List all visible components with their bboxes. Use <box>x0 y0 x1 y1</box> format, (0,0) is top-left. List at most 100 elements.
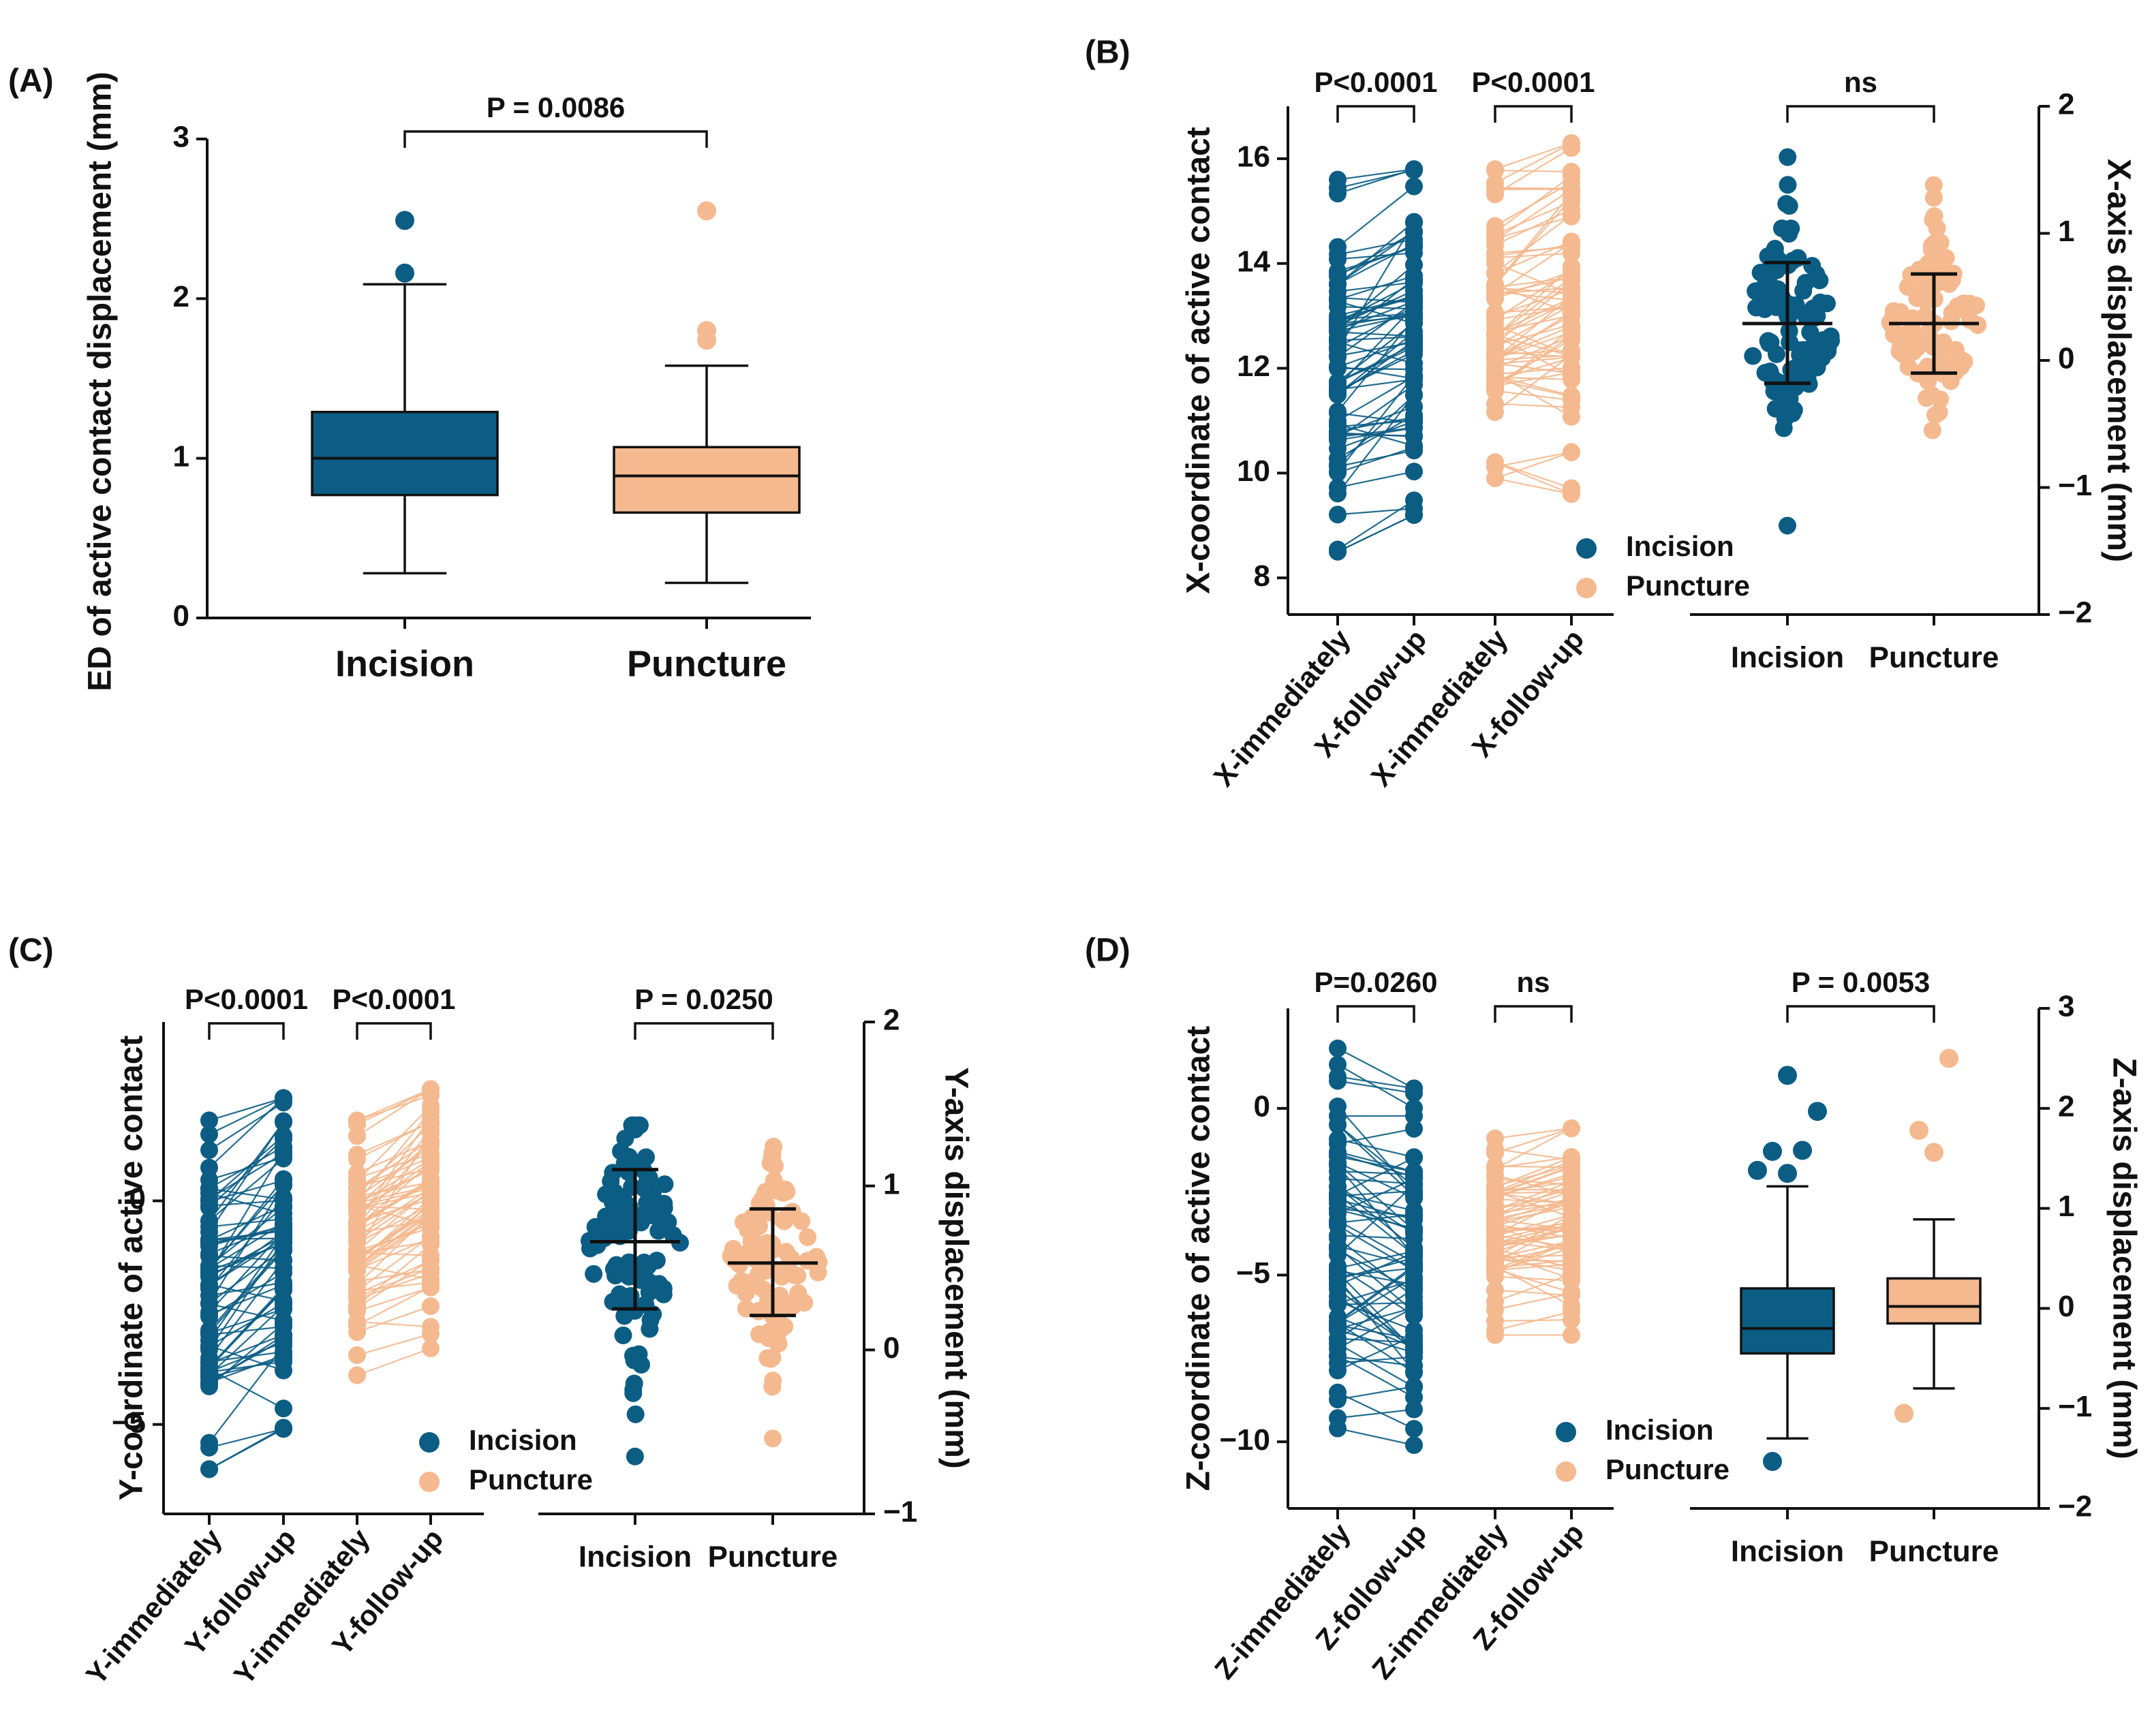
paired-line-incision <box>1337 446 1415 474</box>
dot-after-incision <box>1405 341 1423 360</box>
dot-displacement-incision <box>1755 300 1774 318</box>
right-puncture-outlier <box>1939 1049 1958 1068</box>
dot-displacement-puncture <box>1925 207 1943 226</box>
paired-line-incision <box>209 1248 284 1304</box>
paired-0-significance-label: P<0.0001 <box>1314 66 1437 98</box>
dot-before-puncture <box>1486 1213 1504 1231</box>
right-y-tick-label: 0 <box>2058 1290 2074 1323</box>
paired-line-puncture <box>1494 187 1572 190</box>
paired-line-puncture <box>356 1187 431 1208</box>
right-significance-bracket <box>1786 105 1935 123</box>
dot-displacement-puncture <box>774 1183 793 1202</box>
dot-before-incision <box>200 1158 218 1177</box>
paired-line-puncture <box>1494 277 1572 338</box>
paired-1-significance-bracket <box>356 1022 432 1040</box>
paired-line-puncture <box>356 1286 431 1327</box>
dot-before-incision <box>1329 1177 1347 1196</box>
panel-b: (B) X-coordinate of active contact X-axis … <box>1085 35 2136 792</box>
paired-line-puncture <box>1494 1128 1572 1154</box>
paired-line-incision <box>209 1428 284 1470</box>
dot-before-puncture <box>1486 236 1504 254</box>
right-x-tick-label: Incision <box>1731 1535 1844 1568</box>
dot-displacement-incision <box>621 1287 640 1305</box>
paired-line-puncture <box>356 1273 431 1300</box>
paired-line-puncture <box>1494 1156 1572 1188</box>
paired-line-incision <box>1337 1250 1415 1269</box>
paired-line-incision <box>1337 1329 1415 1354</box>
a-x-tick-label: Puncture <box>627 643 786 684</box>
dot-before-incision <box>1329 265 1347 283</box>
right-x-tick-label: Incision <box>579 1540 692 1574</box>
paired-line-incision <box>1337 1128 1415 1145</box>
paired-line-puncture <box>1494 311 1572 361</box>
paired-line-incision <box>1337 1076 1415 1089</box>
dot-before-incision <box>1329 357 1347 375</box>
dot-before-puncture <box>1486 1237 1504 1255</box>
dot-displacement-incision <box>659 1213 677 1231</box>
paired-x-tick-label: Z-immediately <box>1208 1517 1357 1685</box>
dot-after-puncture <box>1563 398 1580 416</box>
paired-line-incision <box>1337 508 1415 516</box>
paired-line-incision <box>1337 1185 1415 1235</box>
dot-after-incision <box>1405 1224 1423 1243</box>
dot-after-puncture <box>1563 1326 1580 1344</box>
paired-line-incision <box>1337 341 1415 365</box>
paired-line-incision <box>209 1308 284 1334</box>
dot-before-puncture <box>1486 217 1504 235</box>
right-significance-label: P = 0.0250 <box>634 983 773 1015</box>
dot-displacement-puncture <box>773 1267 791 1286</box>
paired-line-puncture <box>356 1269 431 1282</box>
dot-displacement-puncture <box>764 1371 782 1390</box>
dot-displacement-incision <box>626 1405 645 1423</box>
right-significance-bracket <box>1786 1005 1935 1023</box>
dot-before-puncture <box>348 1346 366 1365</box>
paired-line-puncture <box>1494 1275 1572 1282</box>
dot-displacement-puncture <box>782 1295 800 1313</box>
left-y-tick-label: 8 <box>1254 559 1270 593</box>
dot-before-incision <box>1329 402 1347 420</box>
dot-before-incision <box>200 1433 218 1452</box>
paired-line-puncture <box>1494 461 1572 489</box>
paired-line-incision <box>209 1149 284 1274</box>
dot-before-puncture <box>1486 311 1504 329</box>
paired-line-puncture <box>1494 1165 1572 1194</box>
paired-line-puncture <box>1494 1220 1572 1241</box>
dot-after-incision <box>1405 1436 1423 1455</box>
dot-after-incision <box>275 1399 292 1418</box>
dot-before-puncture <box>348 1198 366 1216</box>
dot-displacement-puncture <box>743 1208 761 1226</box>
dot-after-incision <box>1405 1330 1423 1348</box>
paired-line-incision <box>209 1305 284 1376</box>
dot-displacement-puncture <box>728 1277 746 1295</box>
dot-before-incision <box>1329 1072 1347 1090</box>
dot-after-incision <box>275 1170 292 1188</box>
dot-displacement-incision <box>641 1320 659 1338</box>
dot-displacement-puncture <box>1943 304 1961 322</box>
y-axis-title-left: Z-coordinate of active contact <box>1181 1026 1217 1491</box>
paired-line-incision <box>209 1222 284 1269</box>
dot-after-puncture <box>1563 1158 1580 1177</box>
paired-line-incision <box>1337 499 1415 551</box>
paired-line-incision <box>209 1284 284 1302</box>
dot-displacement-puncture <box>1918 357 1937 375</box>
paired-line-incision <box>1337 340 1415 396</box>
dot-after-puncture <box>422 1214 440 1233</box>
paired-line-puncture <box>1494 241 1572 275</box>
legend-marker-puncture <box>1556 1461 1576 1482</box>
dot-before-incision <box>1329 1039 1347 1057</box>
paired-line-incision <box>1337 412 1415 424</box>
dot-after-puncture <box>422 1179 440 1197</box>
paired-line-incision <box>1337 1224 1415 1271</box>
paired-line-puncture <box>1494 1213 1572 1237</box>
dot-displacement-puncture <box>1937 249 1955 267</box>
dot-after-incision <box>1405 255 1423 274</box>
paired-line-puncture <box>356 1089 431 1126</box>
paired-line-puncture <box>1494 1234 1572 1247</box>
dot-after-puncture <box>1563 443 1580 461</box>
dot-after-incision <box>1405 1288 1423 1306</box>
dot-displacement-incision <box>1796 273 1815 292</box>
paired-line-puncture <box>1494 315 1572 332</box>
dot-displacement-incision <box>625 1351 643 1369</box>
dot-before-incision <box>200 1247 218 1265</box>
legend-marker-puncture <box>1576 578 1597 598</box>
